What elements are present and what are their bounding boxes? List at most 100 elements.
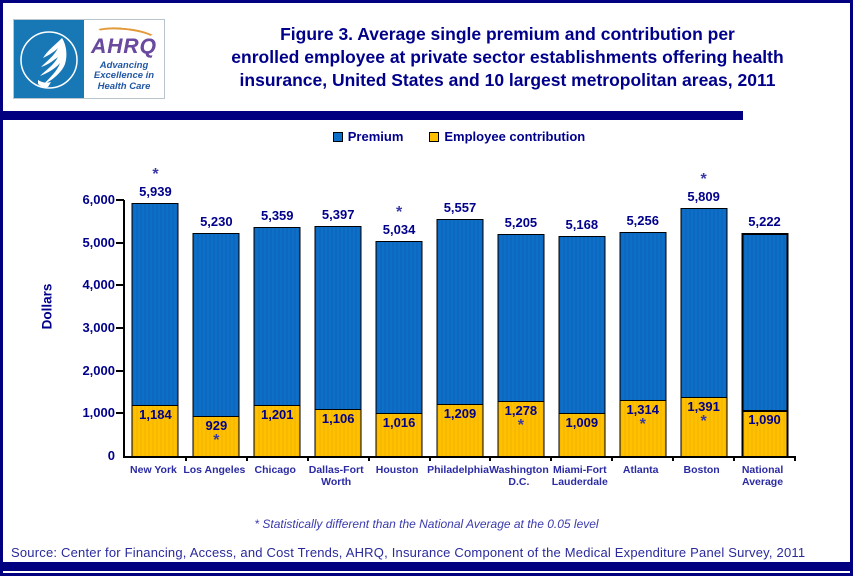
bar-group-atlanta: 5,256 1,314 * <box>612 200 673 456</box>
footer-bar <box>3 562 850 571</box>
premium-value-label: 5,359 <box>260 208 294 224</box>
significance-star: * <box>700 171 707 189</box>
x-tick-mark <box>428 456 431 461</box>
x-axis-label-washington-d-c: Washington D.C. <box>489 464 549 488</box>
x-axis-label-chicago: Chicago <box>254 464 296 476</box>
premium-value-label: 5,809 <box>687 189 720 205</box>
figure-title-line-1: Figure 3. Average single premium and con… <box>280 24 735 44</box>
contribution-value-label: 1,391 <box>687 398 720 414</box>
y-tick-mark <box>116 369 124 372</box>
legend-item-premium: Premium <box>332 129 404 144</box>
hhs-eagle-icon <box>14 20 84 98</box>
y-tick-mark <box>116 327 124 329</box>
contribution-bar-atlanta <box>619 399 667 456</box>
significance-star: * <box>152 165 159 183</box>
x-axis-label-national-average: National Average <box>741 464 784 488</box>
bar-group-miami-fort-lauderdale: 5,168 1,009 <box>551 200 612 456</box>
contribution-bar-houston <box>375 412 423 456</box>
x-axis-label-miami-fort-lauderdale: Miami-Fort Lauderdale <box>551 464 608 488</box>
header-divider-bar <box>3 111 743 120</box>
contribution-value-label: 1,278 <box>504 403 538 419</box>
premium-value-label: 5,397 <box>321 206 355 222</box>
contribution-bar-miami-fort-lauderdale <box>558 412 606 456</box>
contribution-value-label: 1,184 <box>139 407 172 423</box>
x-tick-mark <box>611 456 614 461</box>
y-tick-label: 0 <box>107 448 115 463</box>
legend-label-premium: Premium <box>347 129 404 144</box>
x-tick-mark <box>184 456 187 461</box>
significance-star: * <box>700 412 707 430</box>
significance-footnote: * Statistically different than the Natio… <box>254 517 599 531</box>
legend-label-contribution: Employee contribution <box>444 129 586 144</box>
x-axis-label-los-angeles: Los Angeles <box>183 464 246 476</box>
y-tick-mark <box>116 241 124 244</box>
contribution-value-label: 1,009 <box>565 414 599 430</box>
premium-value-label: 5,034 <box>382 222 416 238</box>
figure-title-line-2: enrolled employee at private sector esta… <box>231 47 784 67</box>
y-tick-label: 1,000 <box>82 405 115 421</box>
x-tick-mark <box>245 456 248 461</box>
contribution-value-label: 929 <box>205 418 228 434</box>
significance-star: * <box>639 415 646 433</box>
bar-group-dallas-fort-worth: 5,397 1,106 <box>308 200 369 456</box>
contribution-bar-chicago <box>253 404 301 456</box>
significance-star: * <box>395 204 403 222</box>
contribution-value-label: 1,314 <box>626 401 659 417</box>
premium-value-label: 5,230 <box>200 213 233 229</box>
x-axis-label-dallas-fort-worth: Dallas-Fort Worth <box>308 464 364 488</box>
premium-value-label: 5,222 <box>748 214 781 230</box>
contribution-bar-new-york <box>131 405 179 456</box>
premium-value-label: 5,168 <box>565 216 599 232</box>
chart-legend: Premium Employee contribution <box>123 129 795 144</box>
x-axis-label-houston: Houston <box>375 464 419 476</box>
x-axis-label-philadelphia: Philadelphia <box>427 464 489 476</box>
contribution-bar-philadelphia <box>436 404 484 456</box>
premium-value-label: 5,256 <box>626 212 659 228</box>
bar-group-chicago: 5,359 1,201 <box>247 200 308 456</box>
contribution-value-label: 1,106 <box>321 410 355 426</box>
bar-group-houston: 5,034 * 1,016 <box>369 200 430 456</box>
contribution-bar-boston <box>680 396 728 456</box>
significance-star: * <box>213 432 220 450</box>
bar-group-los-angeles: 5,230 929 * <box>186 200 247 456</box>
contribution-swatch-icon <box>429 131 440 142</box>
legend-item-contribution: Employee contribution <box>429 129 585 144</box>
ahrq-wordmark: AHRQ Advancing Excellence in Health Care <box>84 20 164 98</box>
ahrq-logo: AHRQ Advancing Excellence in Health Care <box>13 19 165 99</box>
contribution-bar-los-angeles <box>192 416 240 456</box>
x-axis-label-boston: Boston <box>683 464 720 476</box>
ahrq-org-text: AHRQ <box>91 34 157 58</box>
bar-group-national-average: 5,222 1,090 <box>734 200 795 456</box>
y-tick-label: 3,000 <box>82 320 115 335</box>
source-note: Source: Center for Financing, Access, an… <box>11 545 806 560</box>
contribution-value-label: 1,016 <box>382 414 416 430</box>
x-axis-labels: New York Los Angeles Chicago Dallas-Fort Wo… <box>123 464 795 494</box>
y-tick-mark <box>116 284 124 287</box>
x-tick-mark <box>550 456 553 461</box>
bar-group-new-york: 5,939 * 1,184 <box>125 166 186 456</box>
significance-star: * <box>517 417 525 435</box>
y-tick-label: 5,000 <box>82 234 115 250</box>
contribution-bar-washington-d-c <box>497 401 545 456</box>
x-tick-mark <box>306 456 309 461</box>
x-tick-mark <box>733 456 736 461</box>
ahrq-tagline: Advancing Excellence in Health Care <box>93 59 155 92</box>
x-tick-mark <box>672 456 675 461</box>
plot-area: 0 1,000 2,000 3,000 4,000 5,000 6,000 5,939 * 1,1… <box>82 166 796 463</box>
premium-value-label: 5,557 <box>443 199 477 215</box>
bar-group-boston: 5,809 * 1,391 * <box>673 172 734 456</box>
x-tick-mark <box>794 456 796 461</box>
contribution-value-label: 1,209 <box>443 406 477 422</box>
bar-group-washington-d-c: 5,205 1,278 * <box>490 200 551 456</box>
x-axis-label-atlanta: Atlanta <box>622 464 659 476</box>
bar-group-philadelphia: 5,557 1,209 <box>430 200 491 456</box>
contribution-bar-dallas-fort-worth <box>314 408 362 456</box>
premium-value-label: 5,939 <box>139 183 172 199</box>
x-axis-label-new-york: New York <box>130 464 177 476</box>
figure-title-line-3: insurance, United States and 10 largest … <box>239 70 776 90</box>
y-tick-mark <box>116 412 124 415</box>
y-tick-label: 4,000 <box>82 277 115 293</box>
x-tick-mark <box>489 456 492 461</box>
x-tick-mark <box>367 456 370 461</box>
